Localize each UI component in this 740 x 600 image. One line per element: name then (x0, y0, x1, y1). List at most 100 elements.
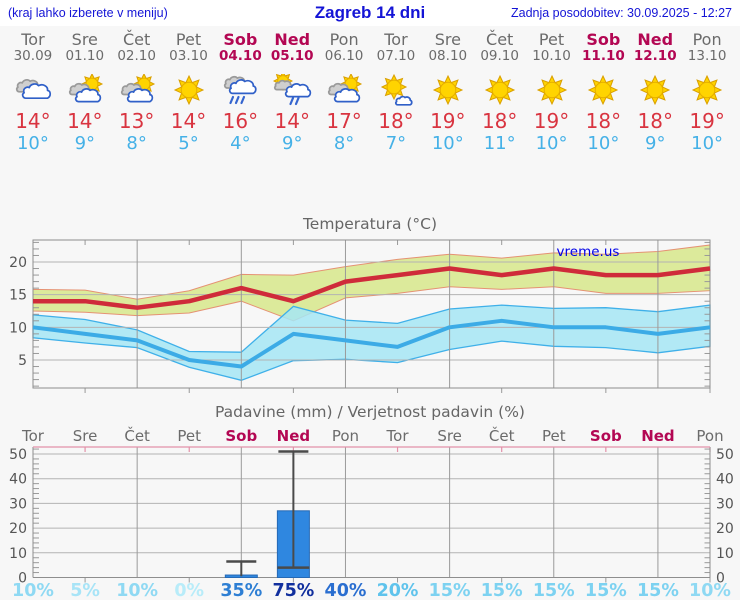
day-column-4: Pet 03.10 14° 5° (163, 28, 215, 154)
weather-icon-cell (629, 74, 681, 106)
day-column-1: Tor 30.09 14° 10° (7, 28, 59, 154)
low-temp-label: 8° (126, 133, 147, 154)
sunny-icon (640, 74, 671, 106)
weather-icon-cell (318, 72, 370, 106)
high-temp-label: 18° (378, 109, 414, 133)
precip-probability-label: 15% (637, 581, 679, 600)
day-date-label: 03.10 (169, 48, 208, 64)
day-column-7: Pon 06.10 17° 8° (318, 28, 370, 154)
low-temp-label: 4° (230, 133, 251, 154)
sun-shower-icon (273, 70, 312, 106)
precip-ytick-label-left: 10 (9, 546, 27, 562)
high-temp-label: 13° (118, 109, 155, 133)
low-temp-label: 7° (385, 133, 407, 154)
last-update-text: Zadnja posodobitev: 30.09.2025 - 12:27 (510, 6, 732, 20)
precip-day-label: Pet (542, 427, 566, 445)
day-name-label: Pon (329, 30, 359, 49)
day-date-label: 11.10 (582, 48, 625, 64)
precip-ytick-label-right: 40 (716, 472, 734, 488)
low-temp-label: 10° (16, 133, 49, 154)
sunny-icon (432, 74, 463, 106)
precip-day-label: Sre (437, 427, 462, 445)
high-temp-label: 19° (689, 109, 725, 133)
precip-day-label: Tor (21, 427, 45, 445)
header: (kraj lahko izberete v meniju) Zagreb 14… (0, 0, 740, 26)
temp-ytick-label: 5 (18, 353, 27, 369)
precip-probability-label: 5% (70, 581, 100, 600)
precip-ytick-label-right: 10 (716, 546, 734, 562)
high-temp-line (33, 266, 711, 310)
precip-probability-label: 40% (325, 581, 367, 600)
precip-probability-label: 15% (481, 581, 523, 600)
precip-day-label: Tor (386, 427, 410, 445)
weather-icon-cell (370, 73, 422, 106)
precip-day-label: Ned (277, 427, 310, 445)
day-date-label: 02.10 (117, 48, 156, 64)
precip-day-label: Sob (590, 427, 622, 445)
day-date-label: 01.10 (65, 48, 105, 64)
low-temp-label: 9° (645, 133, 666, 154)
precip-day-label: Pon (332, 427, 359, 445)
high-temp-label: 18° (585, 109, 622, 133)
temp-chart-title: Temperatura (°C) (302, 215, 437, 233)
sunny-icon (588, 74, 619, 106)
weather-icon-cell (7, 74, 59, 106)
mostly-sunny-icon (380, 73, 413, 106)
day-date-label: 08.10 (428, 48, 468, 64)
day-date-label: 09.10 (480, 48, 519, 64)
high-temp-label: 17° (326, 109, 362, 133)
sunny-icon (691, 74, 723, 106)
low-temp-label: 10° (535, 133, 568, 154)
cloudy-icon (15, 78, 51, 100)
day-date-label: 05.10 (270, 48, 314, 64)
precip-probability-label: 10% (116, 581, 158, 600)
day-date-label: 12.10 (633, 48, 677, 64)
precip-ytick-label-right: 0 (716, 571, 725, 587)
day-name-label: Pon (692, 30, 722, 49)
day-column-9: Sre 08.10 19° 10° (422, 28, 474, 154)
precip-probability-label: 10% (689, 581, 731, 600)
high-temp-label: 19° (533, 109, 570, 133)
temp-ytick-label: 20 (9, 255, 27, 271)
day-column-12: Sob 11.10 18° 10° (577, 28, 629, 154)
high-temp-label: 19° (430, 109, 466, 133)
precip-day-label: Sre (73, 427, 98, 445)
day-column-5: Sob 04.10 16° 4° (214, 28, 266, 154)
precip-probability-label: 75% (272, 581, 314, 600)
day-date-label: 04.10 (219, 48, 262, 64)
precip-probability-label: 15% (429, 581, 471, 600)
precip-day-label: Sob (225, 427, 257, 445)
watermark-text: vreme.us (557, 244, 620, 260)
partly-sunny-icon (327, 72, 363, 103)
weather-icon-cell (59, 72, 111, 106)
precip-day-label: Čet (124, 426, 150, 445)
precip-probability-label: 0% (174, 581, 204, 600)
low-temp-label: 10° (587, 133, 620, 154)
weather-icon-cell (681, 74, 733, 106)
precip-ytick-label-left: 0 (18, 571, 27, 587)
day-column-8: Tor 07.10 18° 7° (370, 28, 422, 154)
precip-ytick-label-right: 50 (716, 447, 734, 463)
low-temp-label: 8° (333, 133, 355, 154)
precip-day-label: Ned (641, 427, 674, 445)
page-title: Zagreb 14 dni (314, 3, 426, 22)
weather-icon-cell (474, 74, 526, 106)
weather-icon-cell (214, 74, 266, 106)
precip-day-label: Pet (177, 427, 201, 445)
forecast-days-row: Tor 30.09 14° 10° Sre 01.10 14° 9° Čet 02.10 13° 8°… (7, 28, 733, 154)
high-temp-label: 14° (67, 109, 103, 133)
rain-icon (224, 75, 257, 105)
precip-ytick-label-left: 20 (9, 521, 27, 537)
weather-icon-cell (111, 72, 163, 106)
day-name-label: Ned (637, 30, 674, 49)
day-name-label: Sob (223, 30, 258, 49)
precip-probability-label: 15% (533, 581, 575, 600)
day-date-label: 30.09 (13, 48, 53, 64)
partly-sunny-icon (120, 72, 155, 103)
day-name-label: Čet (123, 30, 151, 49)
precip-probability-label: 15% (585, 581, 627, 600)
partly-sunny-icon (68, 72, 103, 103)
day-date-label: 07.10 (376, 48, 416, 64)
low-temp-label: 9° (74, 133, 96, 154)
